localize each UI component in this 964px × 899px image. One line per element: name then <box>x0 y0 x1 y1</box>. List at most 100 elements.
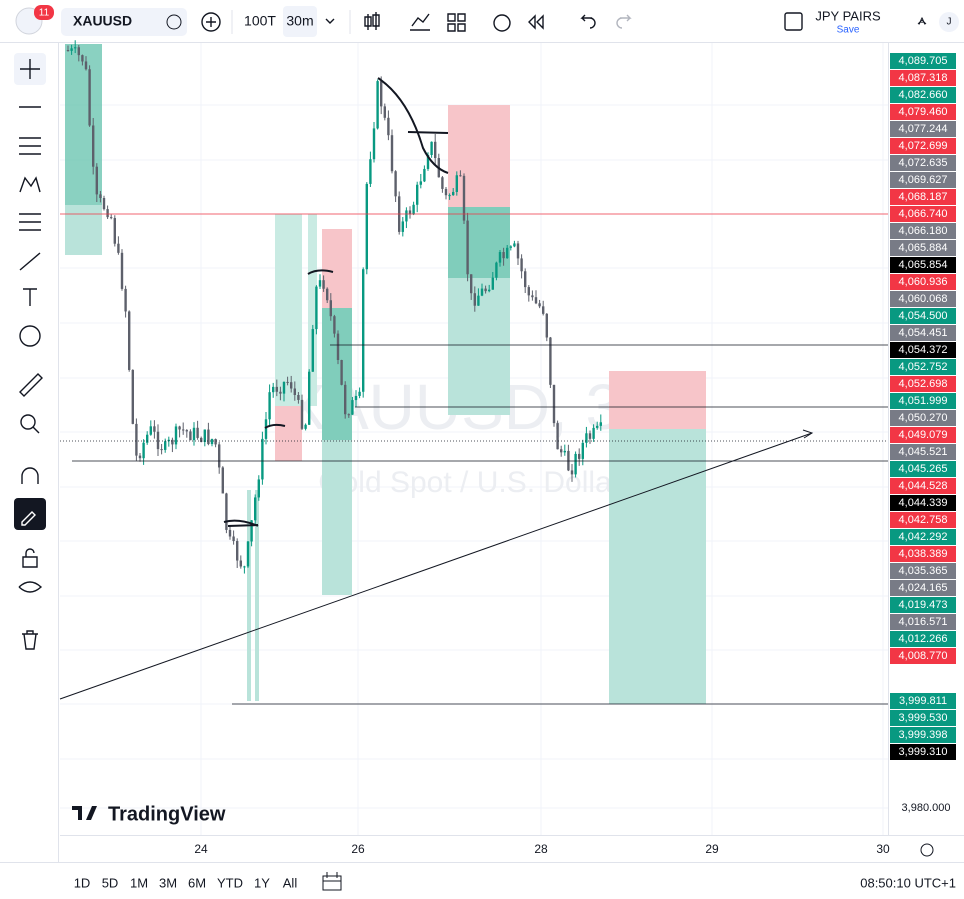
candle-body <box>527 287 530 296</box>
price-label-bg <box>890 240 956 256</box>
position-profit[interactable] <box>275 214 302 406</box>
candle-body <box>164 441 167 450</box>
range-button[interactable]: 3M <box>159 875 177 890</box>
delete-tool[interactable] <box>22 630 38 650</box>
candle-body <box>419 181 422 185</box>
candle-body <box>570 470 574 475</box>
save-label[interactable]: Save <box>837 25 860 36</box>
candle-body <box>167 439 170 442</box>
candle-body <box>232 536 235 542</box>
layout-icon[interactable] <box>447 13 466 32</box>
forecast-tool[interactable] <box>19 213 41 231</box>
position-profit[interactable] <box>65 205 102 255</box>
range-button[interactable]: 1D <box>74 875 91 890</box>
brush-stroke[interactable] <box>407 131 449 134</box>
fib-tool[interactable] <box>19 137 41 155</box>
symbol: XAUUSD <box>73 13 132 29</box>
settings-icon[interactable] <box>920 843 934 857</box>
position-profit[interactable] <box>609 429 706 704</box>
position-loss[interactable] <box>448 105 510 207</box>
trend-line[interactable] <box>59 432 813 700</box>
collapse[interactable] <box>917 19 927 25</box>
crosshair-tool[interactable] <box>20 59 40 79</box>
interval[interactable]: 30m <box>286 13 313 29</box>
undo-icon[interactable] <box>580 14 596 29</box>
candle-body <box>326 288 329 301</box>
chart-type[interactable]: 100T <box>244 13 276 29</box>
layout-checkbox[interactable] <box>784 12 803 31</box>
candle-body <box>441 177 444 189</box>
position-profit[interactable] <box>322 308 352 440</box>
arrow-head <box>802 429 814 439</box>
candle-body <box>390 135 394 172</box>
candle-body <box>498 252 502 263</box>
range-button[interactable]: 6M <box>188 875 206 890</box>
range-button[interactable]: YTD <box>217 875 243 890</box>
drawing-tools <box>18 59 43 650</box>
position-loss[interactable] <box>609 371 706 429</box>
magnet-tool[interactable] <box>21 467 39 484</box>
clock[interactable]: 08:50:10 UTC+1 <box>860 875 956 890</box>
position-profit[interactable] <box>448 207 510 278</box>
avatar[interactable] <box>939 12 959 32</box>
candle-body <box>322 280 325 289</box>
candle-body <box>196 427 199 438</box>
candle-body <box>545 313 548 338</box>
position-profit[interactable] <box>247 490 251 701</box>
price-label-bg <box>890 189 956 205</box>
brush-stroke[interactable] <box>377 77 449 174</box>
candle-body <box>509 246 512 248</box>
visibility-tool[interactable] <box>18 581 43 593</box>
candle-body <box>228 529 232 537</box>
candle-body <box>286 381 289 383</box>
candle-body <box>516 243 520 259</box>
range-button[interactable]: All <box>283 875 298 890</box>
date-range-icon[interactable] <box>322 872 342 891</box>
candles-icon[interactable] <box>364 12 380 30</box>
lock-tool[interactable] <box>22 548 38 568</box>
redo-icon[interactable] <box>616 14 632 29</box>
candle-body <box>578 453 581 459</box>
price-label-bg <box>890 744 956 760</box>
candle-body <box>502 252 505 259</box>
price-label-bg <box>890 155 956 171</box>
candle-body <box>480 288 484 296</box>
position-profit[interactable] <box>308 214 317 406</box>
price-label-bg <box>890 727 956 743</box>
candle-body <box>117 243 120 253</box>
candle-body <box>311 329 314 372</box>
position-profit[interactable] <box>322 440 352 595</box>
zoom-tool[interactable] <box>20 414 36 430</box>
position-loss[interactable] <box>275 406 302 461</box>
pattern-tool[interactable] <box>19 176 41 193</box>
candle-body <box>153 426 156 432</box>
replay-icon[interactable] <box>528 14 544 30</box>
brush-tool[interactable] <box>19 252 41 271</box>
candle-body <box>351 400 354 415</box>
price-label: 4,044.528 <box>899 480 948 492</box>
candle-body <box>448 195 451 197</box>
ruler-tool[interactable] <box>19 373 43 397</box>
watchlist-name[interactable]: JPY PAIRS <box>815 8 881 23</box>
indicators-icon[interactable] <box>410 13 430 31</box>
price-label: 4,050.270 <box>899 412 948 424</box>
candle-body <box>531 295 534 298</box>
position-profit[interactable] <box>255 490 259 701</box>
alert-icon[interactable] <box>493 14 511 32</box>
price-label: 4,079.460 <box>899 106 948 118</box>
range-button[interactable]: 1M <box>130 875 148 890</box>
candle-body <box>99 194 102 199</box>
candle-body <box>542 306 545 314</box>
range-button[interactable]: 1Y <box>254 875 270 890</box>
brush-stroke[interactable] <box>223 269 334 527</box>
emoji-tool[interactable] <box>19 325 41 347</box>
range-button[interactable]: 5D <box>102 875 119 890</box>
interval-dropdown[interactable] <box>325 18 335 24</box>
candle-body <box>473 293 476 306</box>
toolbar-icons <box>364 12 632 32</box>
text-tool[interactable] <box>23 288 37 306</box>
compare-button[interactable] <box>201 12 221 32</box>
price-label: 4,024.165 <box>899 582 948 594</box>
symbol-search[interactable] <box>61 8 187 36</box>
price-label-bg <box>890 223 956 239</box>
